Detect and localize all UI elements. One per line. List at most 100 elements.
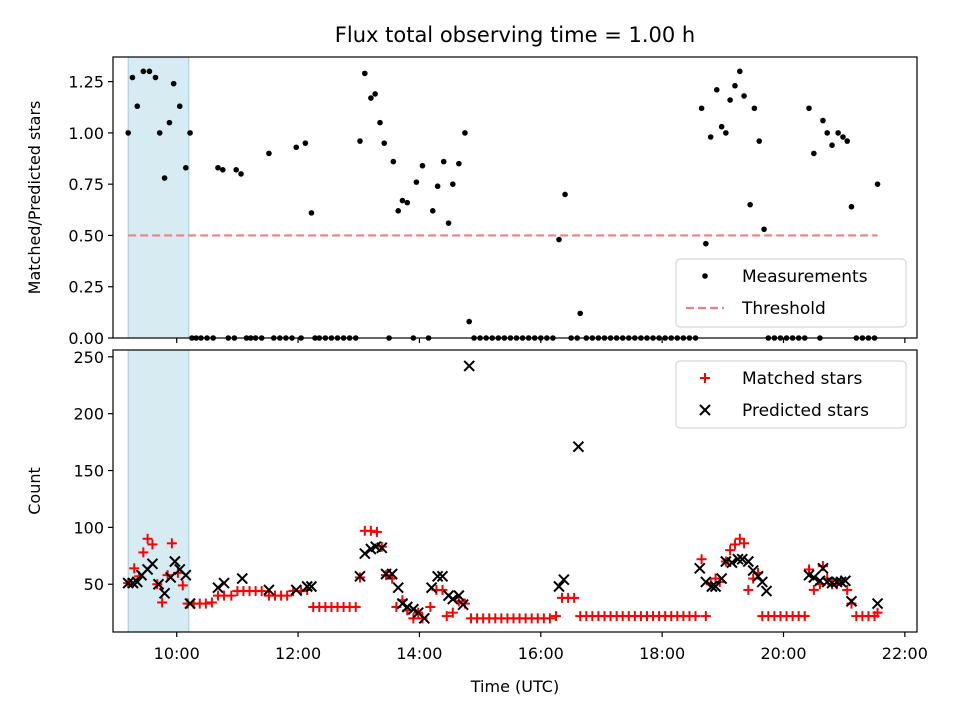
data-point [872, 607, 883, 618]
chart-title: Flux total observing time = 1.00 h [335, 23, 695, 47]
data-point [158, 587, 171, 600]
y-tick-label: 0.00 [68, 329, 104, 348]
data-point [817, 562, 829, 575]
data-point [718, 123, 725, 130]
y-tick-label: 50 [84, 575, 104, 594]
data-point [698, 105, 705, 112]
data-point [129, 74, 136, 81]
data-point [376, 542, 388, 554]
data-point [761, 226, 767, 233]
data-point [377, 119, 383, 126]
data-point [752, 570, 764, 582]
data-point [447, 607, 458, 618]
data-point [425, 581, 438, 594]
data-point [871, 597, 884, 610]
y-axis-label: Count [25, 467, 44, 515]
y-tick-label: 1.25 [68, 73, 104, 92]
data-point [434, 183, 441, 190]
data-point [302, 140, 309, 146]
data-point [413, 179, 420, 185]
data-point [463, 360, 475, 372]
data-point [166, 119, 173, 126]
data-point [368, 95, 374, 101]
data-point [166, 538, 177, 549]
data-point [845, 595, 858, 608]
data-point [357, 138, 363, 144]
data-point [236, 572, 248, 585]
data-point [729, 539, 740, 550]
data-point [408, 613, 419, 624]
x-tick-label: 14:00 [396, 644, 442, 663]
data-point [200, 598, 211, 609]
y-tick-label: 0.75 [68, 175, 104, 194]
data-point [848, 203, 855, 210]
y-tick-label: 200 [73, 405, 104, 424]
data-point [290, 584, 302, 596]
data-point [713, 87, 720, 93]
data-point [395, 208, 401, 214]
data-point [703, 240, 709, 247]
data-point [842, 584, 853, 595]
data-point [396, 597, 409, 610]
data-point [146, 68, 153, 75]
data-point [266, 150, 272, 157]
data-point [218, 577, 230, 589]
data-point [726, 556, 738, 569]
data-point [742, 555, 755, 568]
data-point [122, 577, 134, 589]
data-point [425, 601, 436, 612]
data-point [445, 220, 452, 226]
legend-label: Matched stars [742, 369, 862, 389]
data-point [147, 539, 158, 550]
data-point [725, 545, 736, 556]
legend-label: Threshold [741, 299, 826, 319]
data-point [371, 526, 382, 537]
data-point [156, 130, 163, 136]
data-point [157, 597, 168, 608]
data-point [354, 570, 366, 582]
data-point [187, 130, 193, 136]
data-point [706, 580, 718, 593]
data-point [305, 580, 318, 593]
data-point [751, 105, 758, 112]
data-point [142, 533, 153, 544]
data-point [456, 160, 462, 167]
data-point [220, 167, 226, 173]
data-point [835, 130, 841, 136]
data-point [429, 208, 436, 214]
data-point [176, 103, 183, 110]
data-point [732, 82, 738, 89]
legend-box [675, 360, 907, 429]
data-point [811, 150, 817, 157]
data-point [756, 576, 768, 588]
y-tick-label: 0.50 [68, 226, 104, 245]
x-tick-label: 22:00 [882, 644, 928, 663]
data-point [466, 318, 472, 325]
data-point [381, 140, 388, 146]
data-point [709, 580, 722, 593]
x-tick-label: 12:00 [275, 644, 321, 663]
data-point [723, 130, 729, 136]
data-point [736, 553, 748, 565]
data-point [808, 584, 819, 595]
data-point [134, 103, 141, 110]
data-point [169, 555, 181, 568]
data-point [386, 568, 398, 580]
data-point [401, 601, 414, 613]
data-point [404, 199, 411, 206]
x-tick-label: 10:00 [154, 644, 200, 663]
y-tick-label: 1.00 [68, 124, 104, 143]
data-point [799, 611, 810, 622]
legend: Matched stars Predicted stars [675, 360, 907, 429]
data-point [824, 130, 830, 136]
data-point [226, 590, 237, 601]
data-point [359, 547, 371, 560]
data-point [715, 572, 728, 585]
data-point [390, 158, 397, 165]
data-point [696, 554, 707, 565]
legend: Measurements Threshold [675, 258, 907, 328]
data-point [737, 68, 743, 75]
data-point [447, 593, 459, 605]
data-point [844, 138, 851, 144]
data-point [690, 611, 701, 622]
